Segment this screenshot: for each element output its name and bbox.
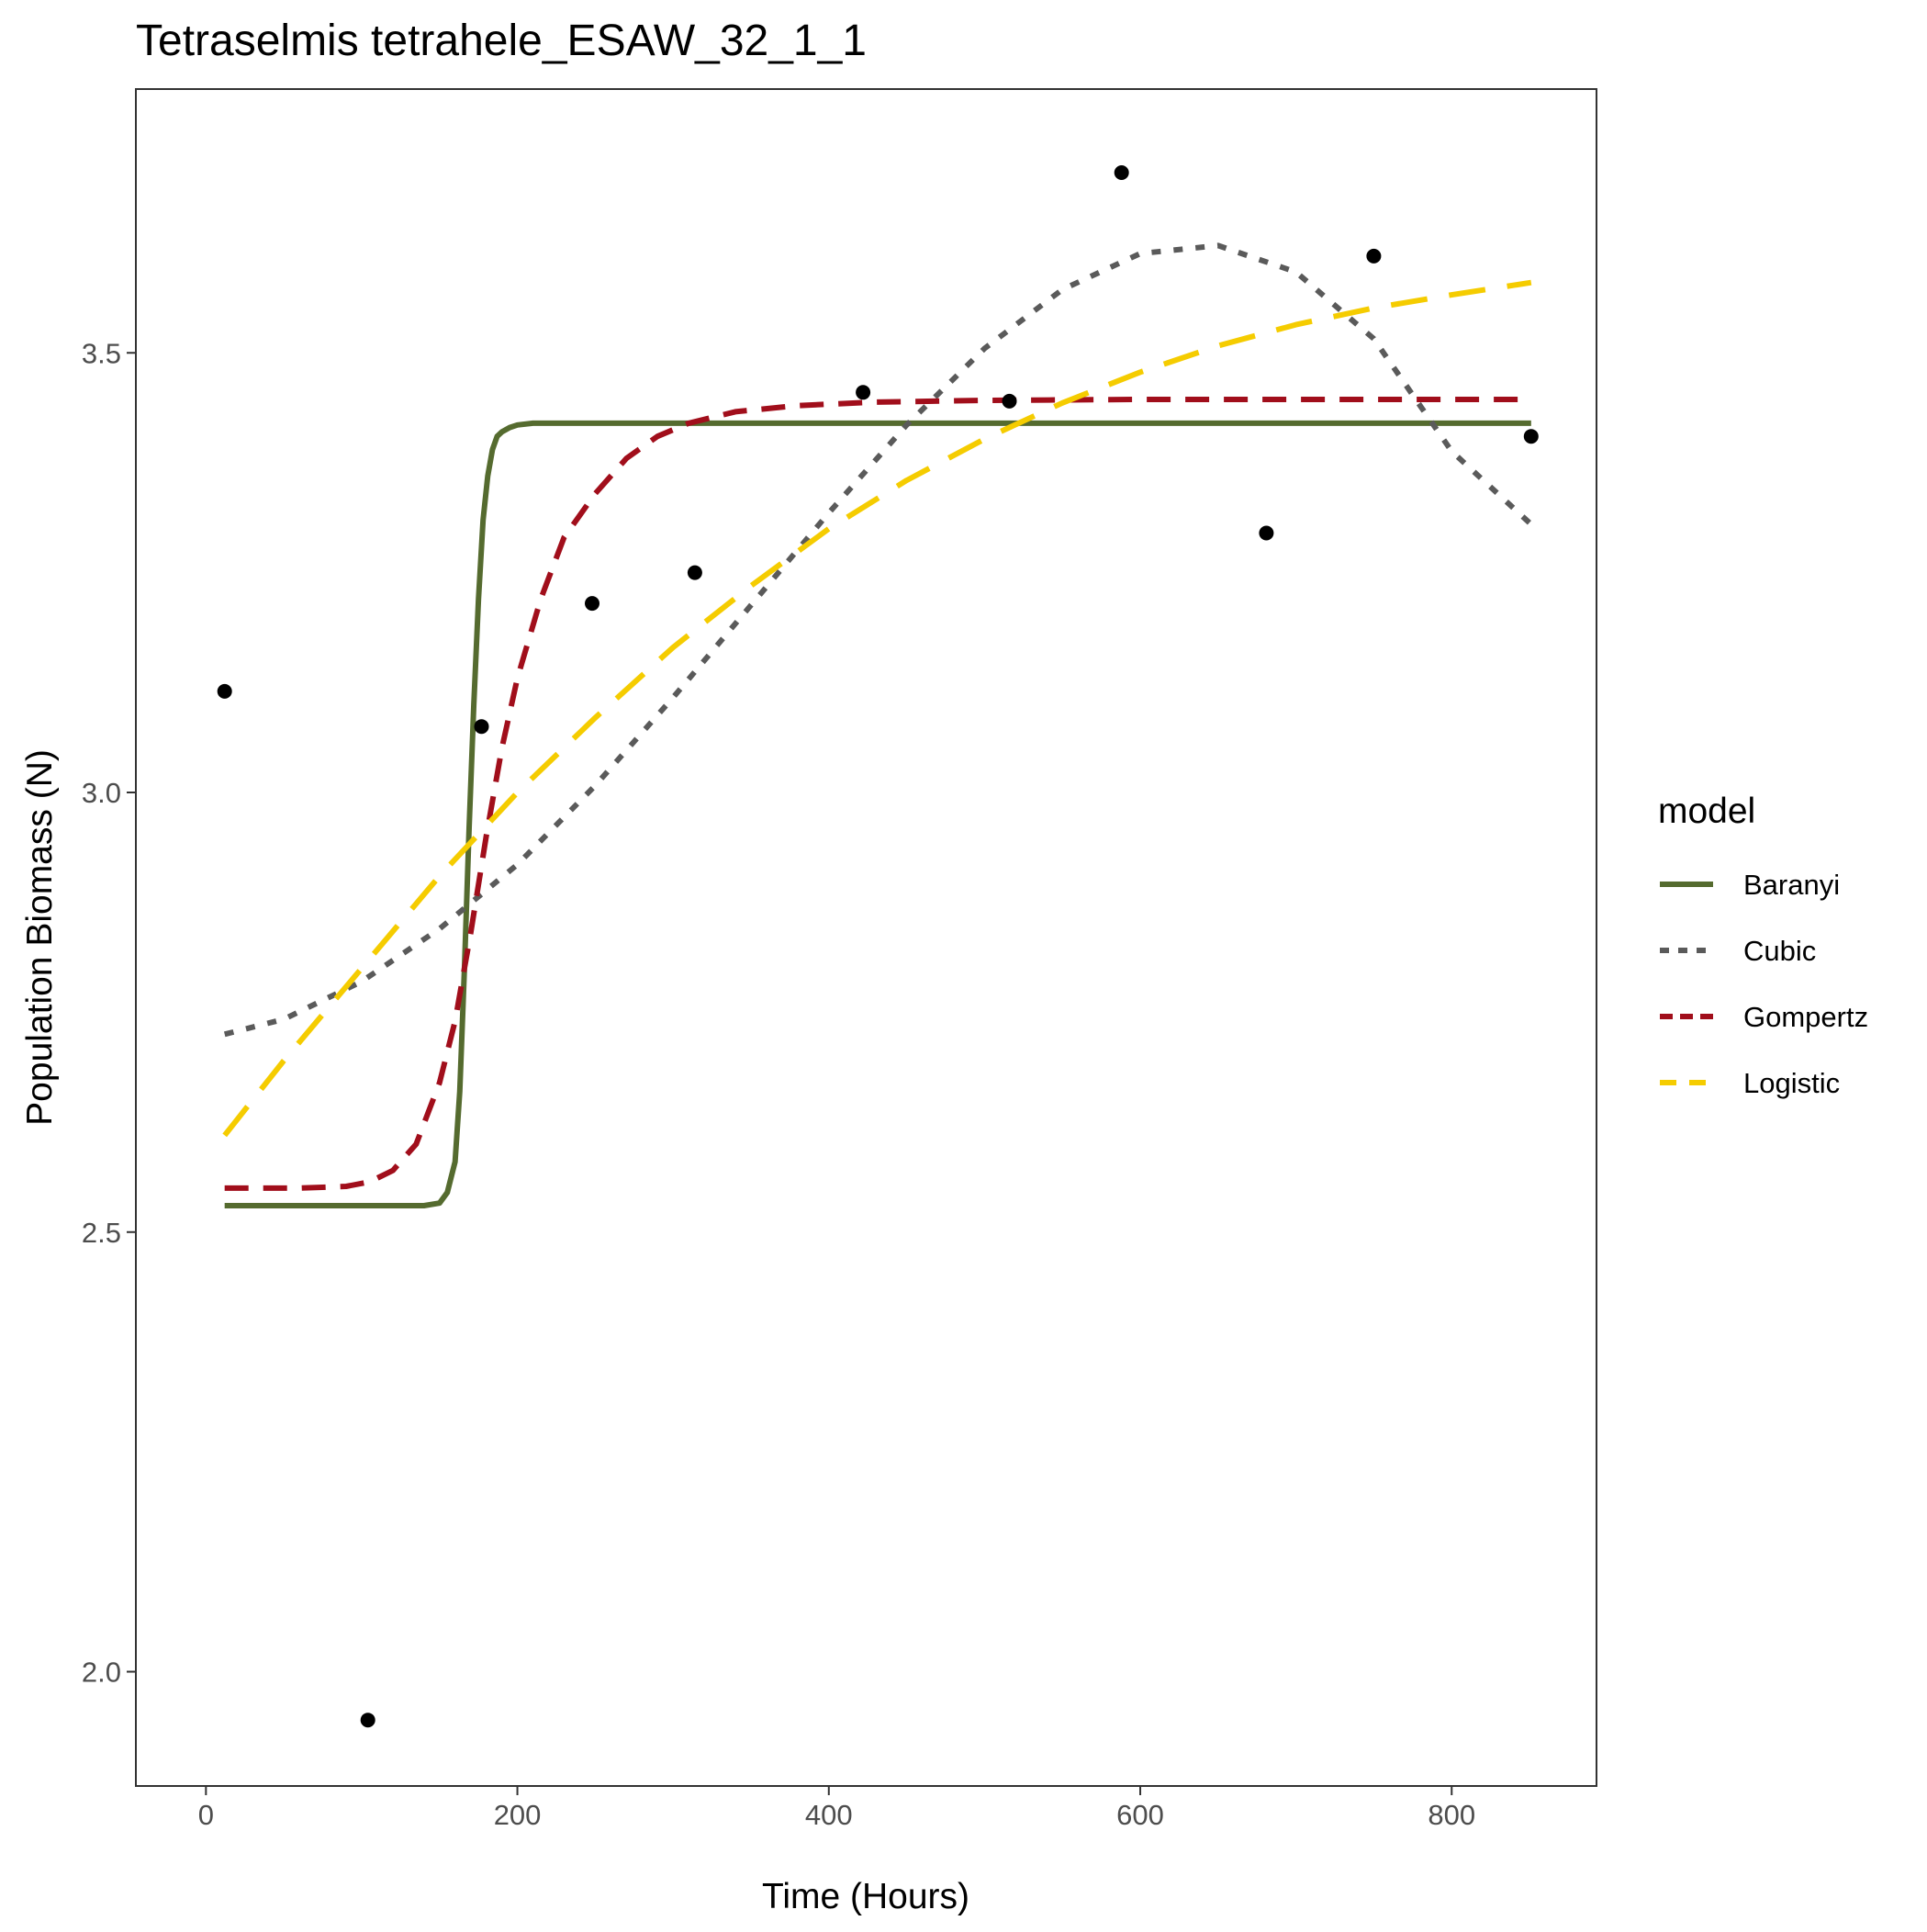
x-tick-label: 600 [1116,1799,1164,1831]
y-tick-label: 2.5 [82,1217,121,1249]
data-point [856,385,871,400]
data-point [1259,525,1274,541]
data-point [585,596,599,612]
data-point [1114,165,1129,180]
data-point [360,1713,375,1728]
x-tick-label: 0 [198,1799,214,1831]
legend-label-logistic: Logistic [1743,1067,1840,1099]
x-tick-label: 200 [494,1799,542,1831]
series-line-baranyi [224,420,1531,1208]
data-point [217,683,232,699]
data-point [687,565,702,580]
x-axis-title: Time (Hours) [762,1877,969,1916]
series-line-cubic [223,242,1533,1038]
y-tick-label: 3.5 [82,337,121,369]
series-line-logistic [222,279,1532,1138]
y-tick-label: 2.0 [82,1657,121,1689]
legend-label-gompertz: Gompertz [1743,1001,1868,1033]
legend-label-cubic: Cubic [1743,935,1816,967]
plot-panel-border [135,88,1597,1787]
series-line-gompertz [224,397,1531,1191]
x-tick-label: 800 [1428,1799,1475,1831]
x-tick-label: 400 [805,1799,853,1831]
data-point [474,719,489,735]
chart-title: Tetraselmis tetrahele_ESAW_32_1_1 [136,17,867,65]
y-axis-title: Population Biomass (N) [20,749,60,1126]
data-point [1366,248,1382,264]
legend-title: model [1658,792,1755,831]
y-tick-label: 3.0 [82,777,121,809]
legend: model Baranyi Cubic Gompertz Logistic [1658,792,1868,1099]
data-point [1523,429,1539,444]
data-point [1002,393,1017,409]
legend-label-baranyi: Baranyi [1743,869,1840,901]
